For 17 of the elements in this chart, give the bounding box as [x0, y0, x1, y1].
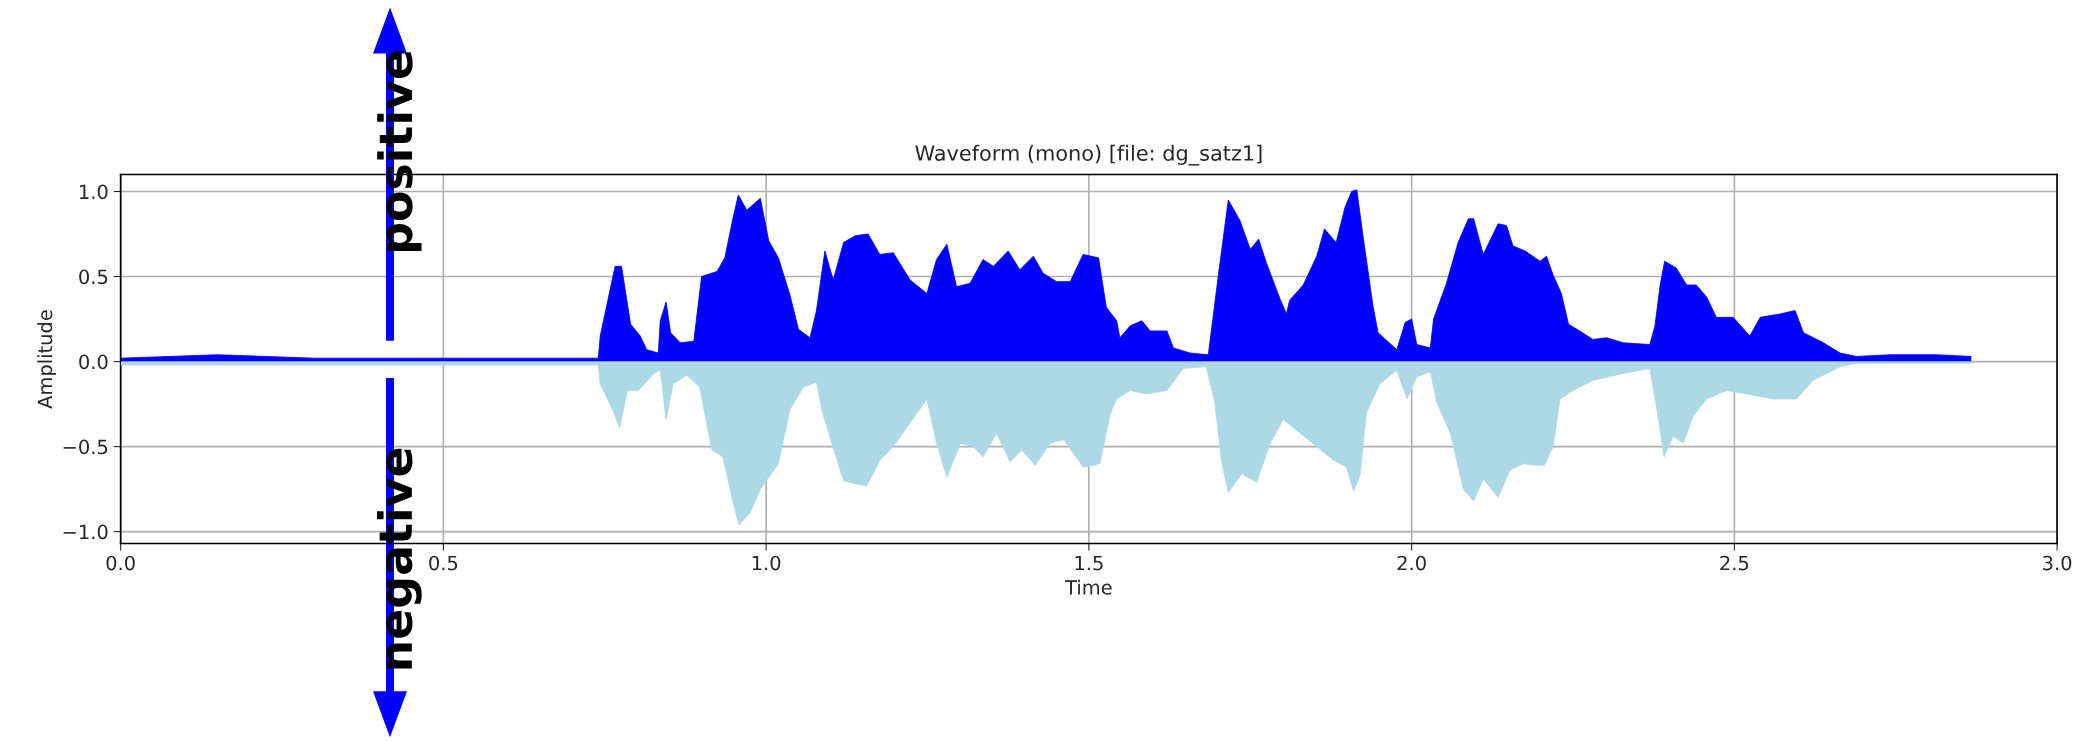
x-tick-label: 0.5 — [429, 555, 458, 571]
y-tick-label: −1.0 — [63, 524, 108, 540]
y-tick-label: 0.5 — [79, 269, 108, 285]
x-tick-label: 2.5 — [1720, 555, 1749, 571]
x-tick-label: 1.5 — [1075, 555, 1103, 571]
y-axis-title: Amplitude — [37, 310, 57, 409]
y-tick-label: 1.0 — [80, 184, 108, 200]
annotation: negative — [377, 448, 422, 669]
y-tick-label: 0.0 — [79, 354, 108, 370]
x-axis-title: Time — [1065, 579, 1112, 595]
x-tick-label: 3.0 — [2043, 555, 2072, 571]
annotation: positive — [377, 51, 422, 251]
y-tick-label: −0.5 — [63, 439, 108, 455]
x-tick-label: 2.0 — [1397, 555, 1426, 571]
x-tick-label: 0.0 — [106, 555, 135, 571]
x-tick-label: 1.0 — [752, 555, 781, 571]
chart-title: Waveform (mono) [file: dg_satz1] — [915, 144, 1262, 166]
